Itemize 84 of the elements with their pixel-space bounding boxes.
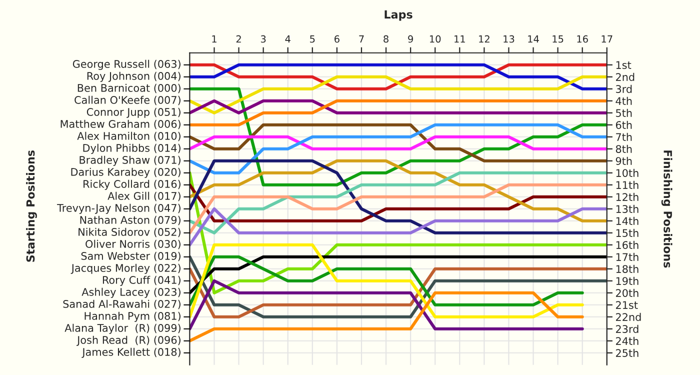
text: Starting Positions	[26, 150, 37, 262]
x-tick-label: 10	[430, 35, 441, 43]
text: Alana Taylor (R) (099)	[64, 324, 180, 334]
y-tick-label: 8th	[616, 144, 632, 153]
y-tick-label: 14th	[616, 216, 638, 225]
x-tick-label: 11	[454, 35, 465, 43]
x-tick-label: 6	[334, 35, 340, 43]
y-tick-label: 3rd	[616, 84, 632, 93]
y-tick-label: 1st	[616, 61, 632, 69]
text: Connor Jupp (051)	[86, 108, 180, 118]
text: Hannah Pym (081)	[84, 312, 180, 322]
x-tick-label: 13	[504, 35, 514, 43]
text: Sanad Al-Rawahi (027)	[63, 300, 180, 310]
y-tick-label: 2nd	[616, 72, 634, 81]
y-tick-label: 11th	[616, 180, 638, 189]
text: Dylon Phibbs (014)	[83, 144, 180, 154]
x-tick-label: 12	[479, 35, 490, 43]
line-series	[190, 159, 607, 234]
text: Jacques Morley (022)	[70, 264, 180, 274]
text: Josh Read (R) (096)	[76, 336, 180, 346]
x-tick-label: 5	[310, 35, 315, 43]
text: James Kellett (018)	[82, 348, 180, 358]
x-tick-label: 2	[236, 35, 241, 43]
text: Bradley Shaw (071)	[80, 156, 180, 166]
x-axis-title: Laps	[384, 10, 412, 21]
line-series	[190, 87, 607, 186]
text: Sam Webster (019)	[81, 252, 180, 262]
x-tick-label: 4	[285, 35, 290, 43]
text: Roy Johnson (004)	[87, 72, 180, 82]
text: Callan O'Keefe (007)	[74, 96, 180, 106]
text: Alex Gill (017)	[108, 192, 180, 202]
y-tick-label: 12th	[616, 192, 638, 201]
x-tick-label: 16	[577, 35, 588, 43]
text: Nikita Sidorov (052)	[78, 228, 180, 238]
text: Alex Hamilton (010)	[77, 132, 180, 142]
y-tick-label: 4th	[616, 96, 632, 105]
line-series	[190, 159, 607, 222]
x-tick-label: 3	[260, 35, 266, 43]
y-tick-label: 7th	[616, 132, 632, 141]
y-tick-label: 15th	[616, 228, 638, 237]
line-series	[190, 123, 607, 174]
x-tick-label: 14	[528, 35, 539, 43]
line-series	[190, 183, 607, 234]
text: Darius Karabey (020)	[71, 168, 180, 178]
x-tick-label: 7	[359, 35, 364, 43]
text: Oliver Norris (030)	[86, 240, 180, 250]
y-tick-label: 21st	[616, 301, 638, 309]
line-series	[190, 255, 584, 306]
x-tick-label: 1	[212, 35, 216, 43]
y-tick-label: 18th	[616, 264, 638, 273]
y-tick-label: 16th	[616, 240, 638, 249]
y-tick-label: 10th	[616, 168, 638, 177]
line-series	[190, 183, 607, 222]
y-tick-label: 20th	[616, 288, 638, 297]
line-series	[190, 207, 607, 246]
text: Matthew Graham (006)	[60, 120, 180, 130]
y-tick-label: 22nd	[616, 312, 641, 321]
text: George Russell (063)	[72, 60, 180, 70]
text: Ricky Collard (016)	[84, 180, 180, 190]
line-series	[190, 255, 607, 318]
y-tick-label: 5th	[616, 108, 632, 117]
line-series	[190, 75, 607, 114]
y-tick-label: 9th	[616, 156, 632, 165]
text: Nathan Aston (079)	[80, 216, 180, 226]
y-tick-label: 13th	[616, 204, 638, 213]
text: Trevyn-Jay Nelson (047)	[57, 204, 180, 214]
y-tick-label: 6th	[616, 120, 632, 129]
text: Ashley Lacey (023)	[82, 288, 180, 298]
y-tick-label: 23rd	[616, 324, 638, 333]
line-series	[190, 243, 584, 318]
line-series	[190, 123, 607, 162]
y-tick-label: 17th	[616, 252, 638, 261]
x-tick-label: 17	[602, 35, 612, 43]
x-tick-label: 9	[408, 35, 413, 43]
y-tick-label: 19th	[616, 276, 638, 285]
line-series	[190, 291, 584, 342]
y-axis-title: Finishing Positions	[661, 150, 672, 268]
line-series	[190, 171, 607, 234]
y-tick-label: 24th	[616, 336, 638, 345]
x-tick-label: 15	[552, 35, 564, 43]
y-tick-label: 25th	[616, 348, 638, 357]
text: Ben Barnicoat (000)	[78, 84, 180, 94]
text: Rory Cuff (041)	[102, 276, 180, 286]
x-tick-label: 8	[384, 35, 388, 43]
